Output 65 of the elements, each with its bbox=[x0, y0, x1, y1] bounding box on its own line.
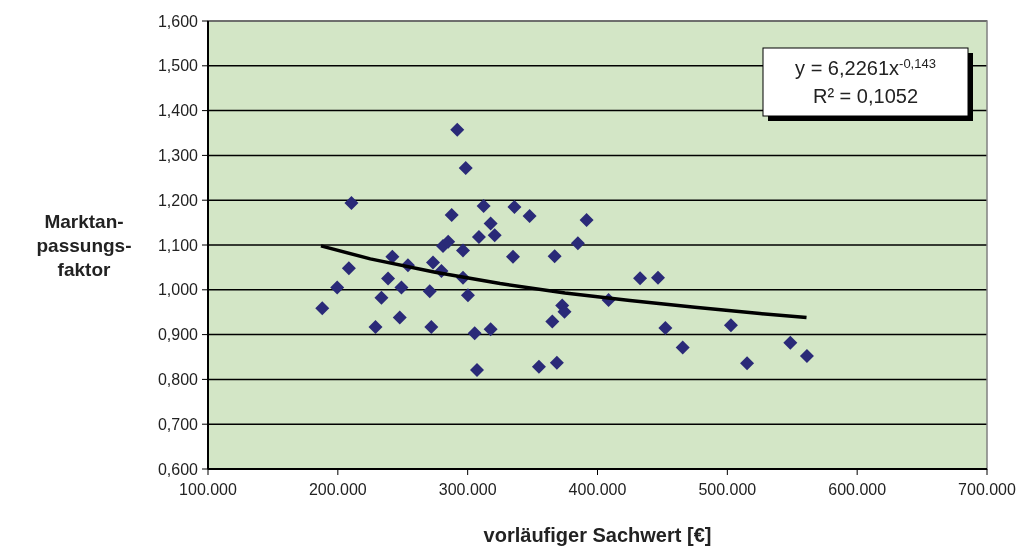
point bbox=[799, 349, 814, 364]
point bbox=[441, 234, 456, 249]
point bbox=[424, 319, 439, 334]
y-tick-label: 1,100 bbox=[157, 236, 199, 254]
y-tick-label: 1,000 bbox=[157, 281, 199, 299]
point bbox=[570, 236, 585, 251]
point bbox=[740, 356, 755, 371]
point bbox=[394, 280, 409, 295]
y-tick-label: 0,900 bbox=[157, 326, 199, 344]
point bbox=[505, 249, 520, 264]
point bbox=[374, 290, 389, 305]
point bbox=[455, 243, 470, 258]
point bbox=[549, 355, 564, 370]
point bbox=[460, 288, 475, 303]
y-tick-label: 1,400 bbox=[157, 102, 199, 120]
x-tick-label: 300.000 bbox=[438, 481, 497, 498]
point bbox=[467, 326, 482, 341]
annotation: y = 6,2261x$^{-0,143}$ bbox=[795, 55, 936, 79]
point bbox=[487, 228, 502, 243]
point bbox=[547, 249, 562, 264]
point bbox=[579, 212, 594, 227]
point bbox=[783, 335, 798, 350]
x-axis-title: vorläufiger Sachwert [€] bbox=[483, 524, 712, 546]
point bbox=[392, 310, 407, 325]
x-tick-label: 200.000 bbox=[308, 481, 367, 498]
point bbox=[522, 208, 537, 223]
annotation: R² = 0,1052 bbox=[812, 85, 919, 107]
point bbox=[330, 280, 345, 295]
point bbox=[651, 270, 665, 285]
point bbox=[476, 199, 491, 214]
point bbox=[483, 216, 498, 231]
point bbox=[315, 301, 330, 316]
point bbox=[723, 318, 738, 333]
y-tick-label: 1,500 bbox=[157, 57, 199, 75]
x-tick-label: 700.000 bbox=[958, 481, 1017, 498]
x-tick-label: 400.000 bbox=[568, 481, 627, 498]
x-tick-label: 600.000 bbox=[828, 481, 887, 498]
point bbox=[385, 249, 400, 264]
point bbox=[675, 340, 690, 355]
point bbox=[545, 314, 560, 329]
point bbox=[531, 359, 546, 374]
point bbox=[450, 122, 465, 137]
point bbox=[426, 255, 440, 270]
point bbox=[658, 320, 673, 335]
point bbox=[368, 319, 383, 334]
point bbox=[633, 271, 648, 286]
y-tick-label: 1,200 bbox=[157, 191, 199, 209]
point bbox=[471, 229, 486, 244]
point bbox=[344, 195, 359, 210]
point bbox=[483, 322, 498, 337]
y-tick-label: 0,700 bbox=[157, 415, 199, 433]
point bbox=[422, 284, 437, 299]
x-tick-label: 500.000 bbox=[698, 481, 757, 498]
y-tick-label: 0,800 bbox=[157, 371, 199, 388]
point bbox=[507, 199, 522, 214]
y-tick-label: 1,300 bbox=[157, 147, 199, 164]
y-tick-label: 0,600 bbox=[157, 460, 199, 478]
point bbox=[458, 160, 473, 175]
point bbox=[341, 261, 356, 276]
y-axis-title: Marktan- passungs- faktor bbox=[36, 211, 132, 280]
point bbox=[470, 362, 485, 377]
y-tick-label: 1,600 bbox=[157, 12, 199, 30]
point bbox=[381, 271, 396, 286]
x-tick-label: 100.000 bbox=[179, 481, 238, 498]
point bbox=[444, 207, 459, 222]
